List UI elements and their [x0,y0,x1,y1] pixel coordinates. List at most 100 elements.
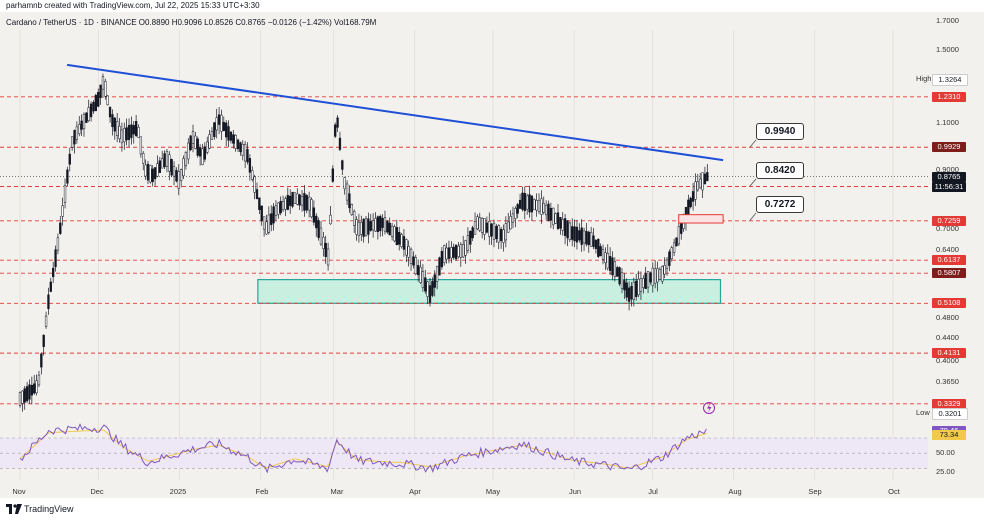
candle-body [61,205,64,217]
candle-body [265,221,268,235]
candle-body [680,222,683,234]
candle-body [241,144,244,156]
candle-body [393,226,396,242]
candle-body [180,169,183,181]
candle-body [85,112,88,123]
candle-body [134,121,138,136]
candle-body [526,195,529,210]
candle-body [30,385,34,396]
month-label: Dec [90,487,104,496]
candle-body [488,221,491,237]
candle-body [635,280,638,297]
candle-body [130,124,133,138]
candle-body [28,384,31,400]
candle-body [623,280,626,291]
candle-body [144,164,147,177]
candle-body [63,185,67,203]
candle-body [92,102,95,112]
candle-body [120,129,124,144]
candle-body [592,235,595,247]
candle-body [606,252,609,269]
price-axis-label: 0.4000 [936,355,959,365]
candle-body [447,247,451,259]
price-chart[interactable] [0,0,984,498]
price-axis-label: 1.5000 [936,45,959,55]
candle-body [457,245,460,258]
candle-body [573,226,576,242]
candle-body [492,222,496,240]
candle-body [208,134,211,149]
price-axis-label: 0.3650 [936,377,959,387]
candle-body [289,195,292,206]
candle-body [627,287,631,302]
top-bar: parhamnb created with TradingView.com, J… [0,0,984,12]
candle-body [232,134,235,144]
candle-body [37,374,41,386]
level-price-tag: 1.2310 [932,91,966,102]
candle-body [75,126,79,140]
candle-body [87,107,90,122]
candle-body [239,142,242,153]
candle-body [220,114,223,132]
candle-body [424,277,427,292]
candle-body [236,139,240,150]
candle-body [616,267,619,277]
candle-body [561,219,564,231]
candle-body [350,203,353,216]
candle-body [516,204,519,214]
candle-body [253,176,256,193]
candle-body [691,191,695,202]
candle-body [530,195,534,213]
candle-body [407,246,410,258]
candle-body [597,238,600,257]
tradingview-logo-icon [6,504,22,514]
candle-body [599,246,602,257]
month-label: Mar [330,487,344,496]
candle-body [668,251,671,266]
candle-body [554,213,557,224]
candle-body [568,222,571,240]
candle-body [59,222,62,234]
candle-body [518,199,522,209]
candle-body [293,192,297,204]
candle-body [196,138,199,156]
candle-body [469,231,472,245]
candle-body [104,81,107,97]
candle-body [258,197,261,210]
candle-body [566,220,569,239]
price-callout: 0.8420 [756,162,804,179]
candle-body [649,272,652,283]
candle-body [118,125,121,139]
candle-body [509,216,512,230]
chart-panel[interactable] [0,12,984,498]
candle-body [272,206,275,224]
candle-body [362,218,365,237]
candle-body [33,383,36,394]
high-label-text: High [916,74,932,84]
candle-body [168,154,171,172]
candle-body [632,281,635,300]
candle-body [149,165,152,183]
rsi-line [19,423,707,474]
month-label: Oct [888,487,900,496]
candle-body [357,221,361,237]
candle-body [556,212,560,229]
candle-body [409,248,413,264]
candle-body [307,196,311,211]
candle-body [398,231,401,245]
rsi-ma-tag: 73.34 [932,430,966,441]
candle-body [177,171,180,189]
candle-body [699,178,702,189]
candle-body [535,200,538,211]
candle-body [341,160,344,170]
candle-body [25,386,29,402]
candle-body [274,205,278,216]
price-axis-label: 0.9000 [936,165,959,175]
candle-body [656,268,659,283]
candle-body [203,146,207,160]
candle-body [528,194,531,213]
candle-body [478,217,481,231]
candle-body [21,390,24,404]
candle-body [696,181,699,191]
candle-body [642,278,645,288]
